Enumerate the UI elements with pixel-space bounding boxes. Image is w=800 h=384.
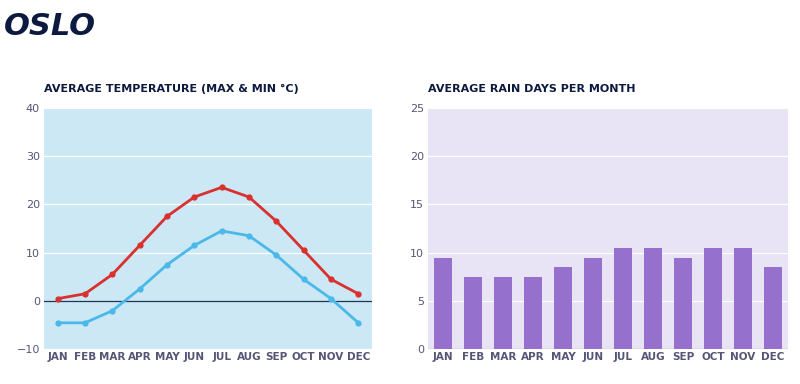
Bar	[464, 277, 482, 349]
Bar	[674, 258, 692, 349]
Bar	[494, 277, 512, 349]
Bar	[764, 267, 782, 349]
Bar	[524, 277, 542, 349]
Text: OSLO: OSLO	[4, 12, 96, 41]
Bar	[434, 258, 452, 349]
Bar	[554, 267, 572, 349]
Text: AVERAGE RAIN DAYS PER MONTH: AVERAGE RAIN DAYS PER MONTH	[428, 84, 635, 94]
Bar	[644, 248, 662, 349]
Bar	[704, 248, 722, 349]
Bar	[584, 258, 602, 349]
Text: AVERAGE TEMPERATURE (MAX & MIN °C): AVERAGE TEMPERATURE (MAX & MIN °C)	[44, 84, 298, 94]
Bar	[734, 248, 752, 349]
Bar	[614, 248, 632, 349]
